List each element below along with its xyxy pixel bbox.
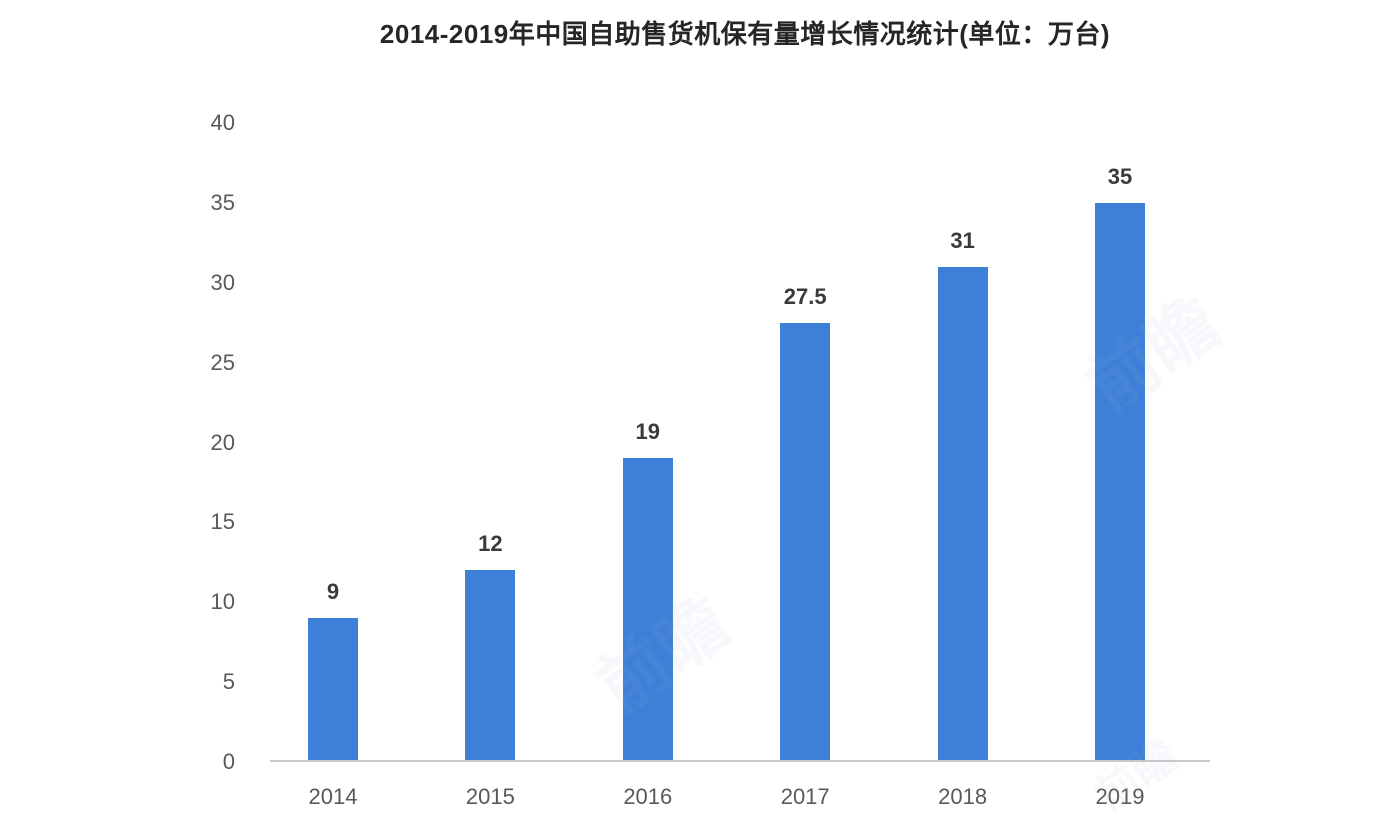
bar-value-label: 9 (326, 579, 340, 605)
x-axis-line (270, 760, 1210, 762)
bar-2015 (465, 570, 516, 760)
bar-value-label: 27.5 (783, 283, 827, 309)
watermark-text: 前瞻 (1073, 282, 1233, 428)
y-tick-label: 5 (222, 669, 235, 695)
chart-title: 2014-2019年中国自助售货机保有量增长情况统计(单位：万台) (379, 19, 1111, 49)
bar-value-label: 35 (1107, 163, 1133, 189)
y-tick-label: 10 (210, 589, 235, 615)
x-tick-label: 2015 (465, 784, 515, 809)
x-tick-label: 2019 (1095, 784, 1145, 809)
x-tick-label: 2018 (938, 784, 988, 809)
bar-value-label: 12 (478, 531, 503, 557)
y-tick-label: 40 (210, 110, 235, 135)
y-tick-label: 35 (210, 189, 235, 215)
x-tick-label: 2017 (780, 784, 830, 809)
bar-2019 (1095, 202, 1145, 760)
y-tick-label: 0 (222, 749, 235, 774)
bar-value-label: 19 (635, 419, 661, 445)
y-tick-label: 25 (210, 349, 235, 375)
y-tick-label: 30 (210, 269, 235, 295)
bar-2018 (937, 266, 988, 760)
bar-2014 (308, 618, 358, 760)
y-tick-label: 20 (210, 429, 235, 455)
bar-2016 (622, 458, 673, 760)
y-tick-label: 15 (210, 509, 235, 535)
x-tick-label: 2016 (623, 784, 673, 809)
bar-value-label: 31 (950, 227, 975, 253)
bar-2017 (780, 322, 831, 760)
x-tick-label: 2014 (308, 784, 358, 809)
